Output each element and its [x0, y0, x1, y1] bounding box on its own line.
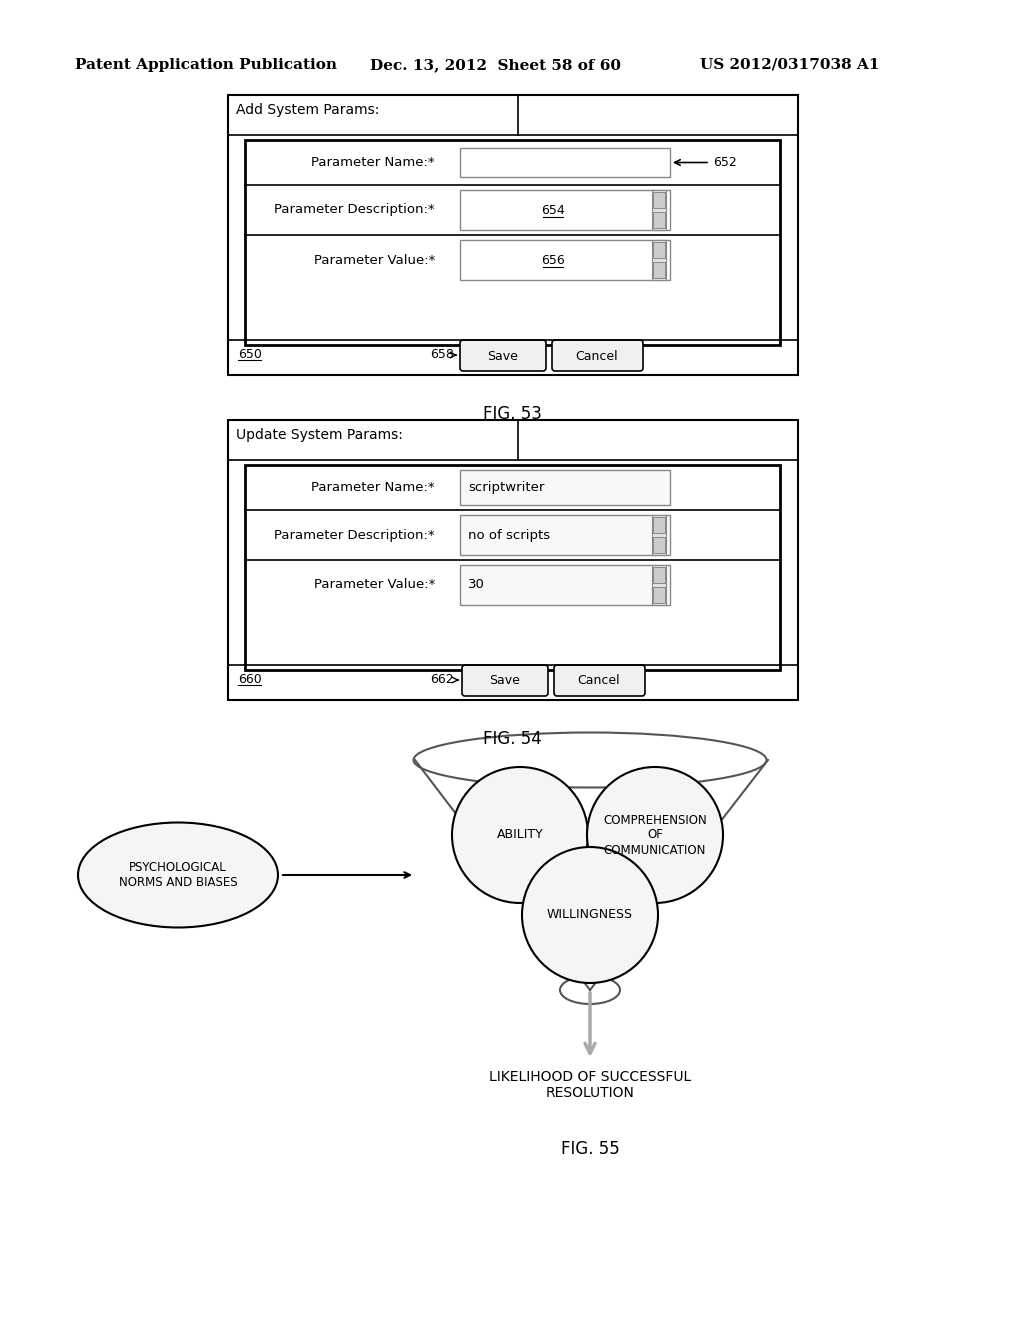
- Text: PSYCHOLOGICAL
NORMS AND BIASES: PSYCHOLOGICAL NORMS AND BIASES: [119, 861, 238, 888]
- Text: Parameter Description:*: Parameter Description:*: [274, 203, 435, 216]
- Bar: [228, 420, 798, 700]
- Text: FIG. 55: FIG. 55: [560, 1140, 620, 1158]
- Text: COMPREHENSION
OF
COMMUNICATION: COMPREHENSION OF COMMUNICATION: [603, 813, 707, 857]
- Text: FIG. 53: FIG. 53: [482, 405, 542, 422]
- Text: 662: 662: [430, 673, 454, 686]
- Text: LIKELIHOOD OF SUCCESSFUL
RESOLUTION: LIKELIHOOD OF SUCCESSFUL RESOLUTION: [488, 1071, 691, 1100]
- Text: Patent Application Publication: Patent Application Publication: [75, 58, 337, 73]
- Bar: [653, 213, 665, 228]
- Bar: [228, 95, 798, 375]
- Text: 30: 30: [468, 578, 485, 591]
- Text: Save: Save: [489, 675, 520, 688]
- Bar: [653, 587, 665, 603]
- Text: US 2012/0317038 A1: US 2012/0317038 A1: [700, 58, 880, 73]
- Circle shape: [452, 767, 588, 903]
- Text: Save: Save: [487, 350, 518, 363]
- FancyBboxPatch shape: [462, 665, 548, 696]
- Text: Update System Params:: Update System Params:: [236, 428, 402, 442]
- FancyBboxPatch shape: [552, 341, 643, 371]
- Bar: [460, 148, 670, 177]
- Text: ABILITY: ABILITY: [497, 829, 544, 842]
- Ellipse shape: [78, 822, 278, 928]
- Text: 656: 656: [541, 253, 565, 267]
- Bar: [653, 568, 665, 583]
- Text: Cancel: Cancel: [575, 350, 618, 363]
- Text: 654: 654: [541, 203, 565, 216]
- Bar: [653, 242, 665, 257]
- Text: no of scripts: no of scripts: [468, 528, 550, 541]
- Text: Parameter Description:*: Parameter Description:*: [274, 528, 435, 541]
- Bar: [245, 140, 780, 345]
- Bar: [653, 261, 665, 279]
- Bar: [460, 470, 670, 506]
- Bar: [460, 565, 670, 605]
- Bar: [652, 515, 666, 554]
- Bar: [460, 240, 670, 280]
- Text: scriptwriter: scriptwriter: [468, 480, 545, 494]
- Bar: [460, 190, 670, 230]
- Text: Dec. 13, 2012  Sheet 58 of 60: Dec. 13, 2012 Sheet 58 of 60: [370, 58, 621, 73]
- Text: 650: 650: [238, 348, 262, 360]
- FancyBboxPatch shape: [554, 665, 645, 696]
- Text: Cancel: Cancel: [578, 675, 621, 688]
- Text: Parameter Name:*: Parameter Name:*: [311, 480, 435, 494]
- Text: Parameter Value:*: Parameter Value:*: [313, 253, 435, 267]
- FancyBboxPatch shape: [460, 341, 546, 371]
- Text: Add System Params:: Add System Params:: [236, 103, 379, 117]
- Bar: [652, 565, 666, 605]
- Text: WILLINGNESS: WILLINGNESS: [547, 908, 633, 921]
- Text: Parameter Value:*: Parameter Value:*: [313, 578, 435, 591]
- Circle shape: [587, 767, 723, 903]
- Bar: [653, 537, 665, 553]
- Bar: [653, 191, 665, 209]
- Text: 660: 660: [238, 673, 262, 686]
- Bar: [245, 465, 780, 671]
- Bar: [460, 515, 670, 554]
- Text: Parameter Name:*: Parameter Name:*: [311, 156, 435, 169]
- Text: FIG. 54: FIG. 54: [482, 730, 542, 748]
- Bar: [652, 240, 666, 280]
- Bar: [653, 517, 665, 533]
- Text: 652: 652: [713, 156, 736, 169]
- Bar: [652, 190, 666, 230]
- Text: 658: 658: [430, 348, 454, 360]
- Circle shape: [522, 847, 658, 983]
